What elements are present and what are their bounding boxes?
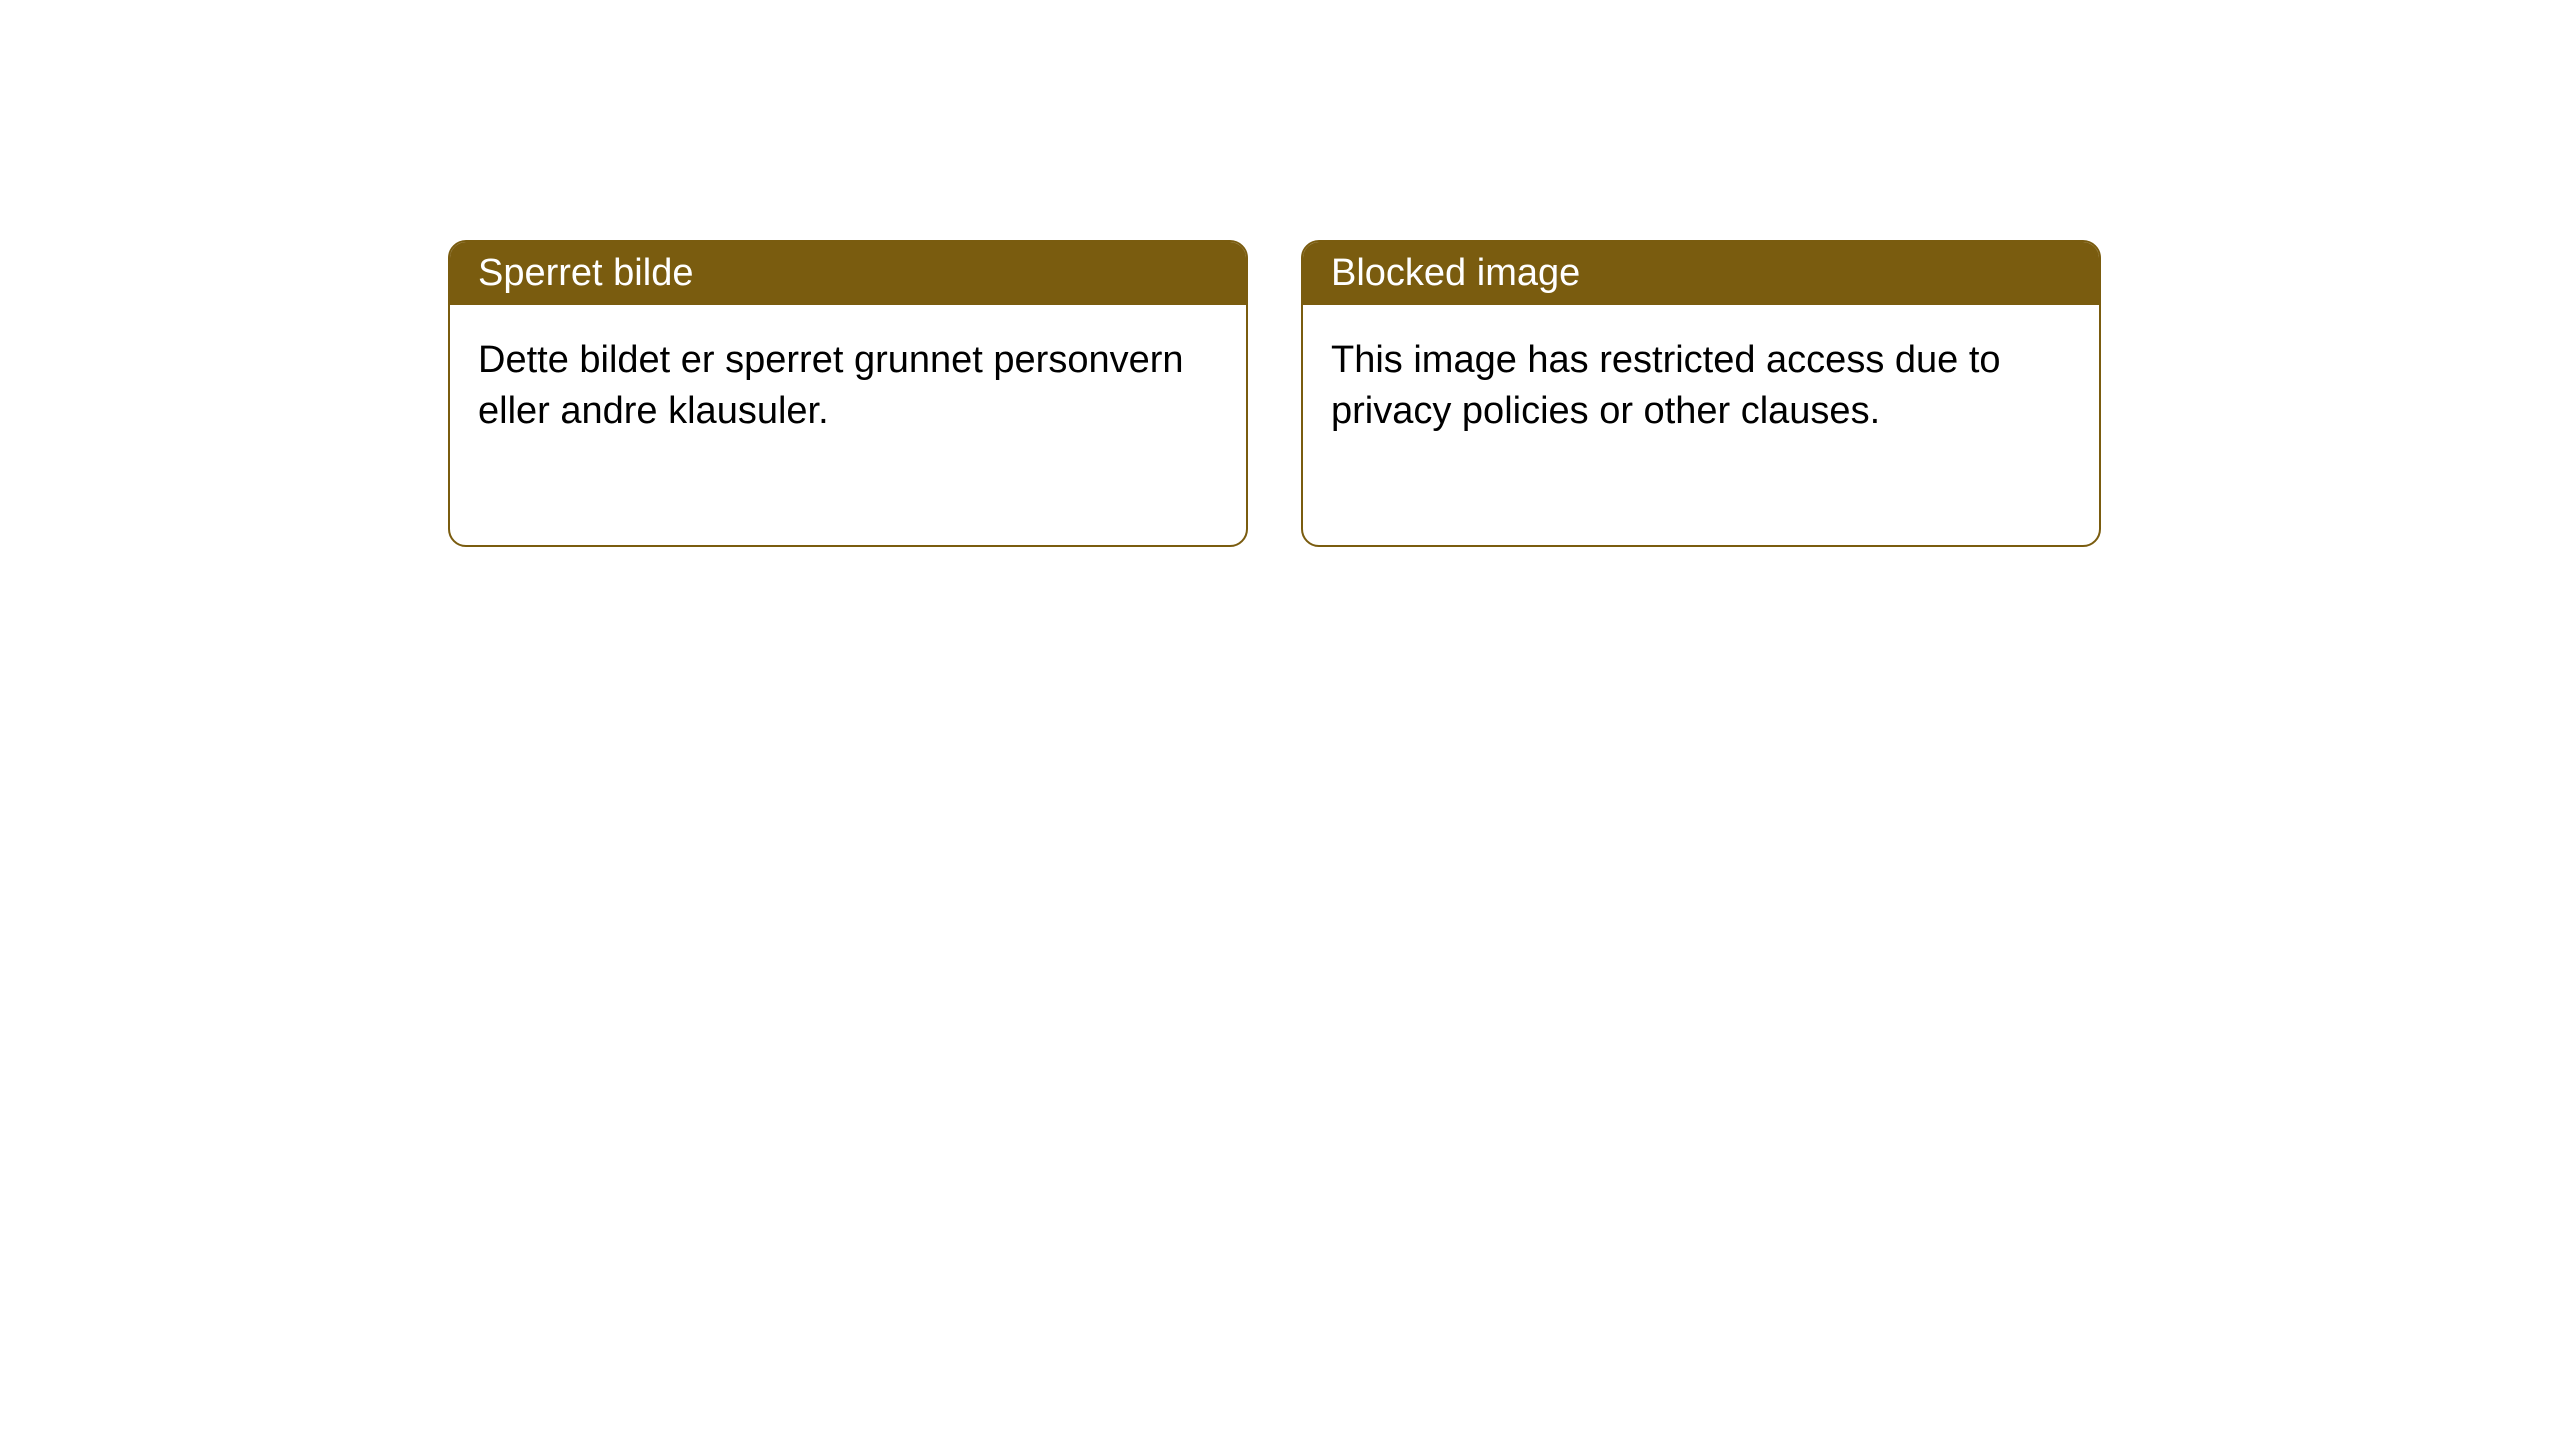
notice-title-no: Sperret bilde [450,242,1246,305]
blocked-image-notice-no: Sperret bilde Dette bildet er sperret gr… [448,240,1248,547]
notice-body-no: Dette bildet er sperret grunnet personve… [450,305,1246,545]
notice-container: Sperret bilde Dette bildet er sperret gr… [448,240,2101,547]
notice-body-en: This image has restricted access due to … [1303,305,2099,545]
blocked-image-notice-en: Blocked image This image has restricted … [1301,240,2101,547]
notice-title-en: Blocked image [1303,242,2099,305]
